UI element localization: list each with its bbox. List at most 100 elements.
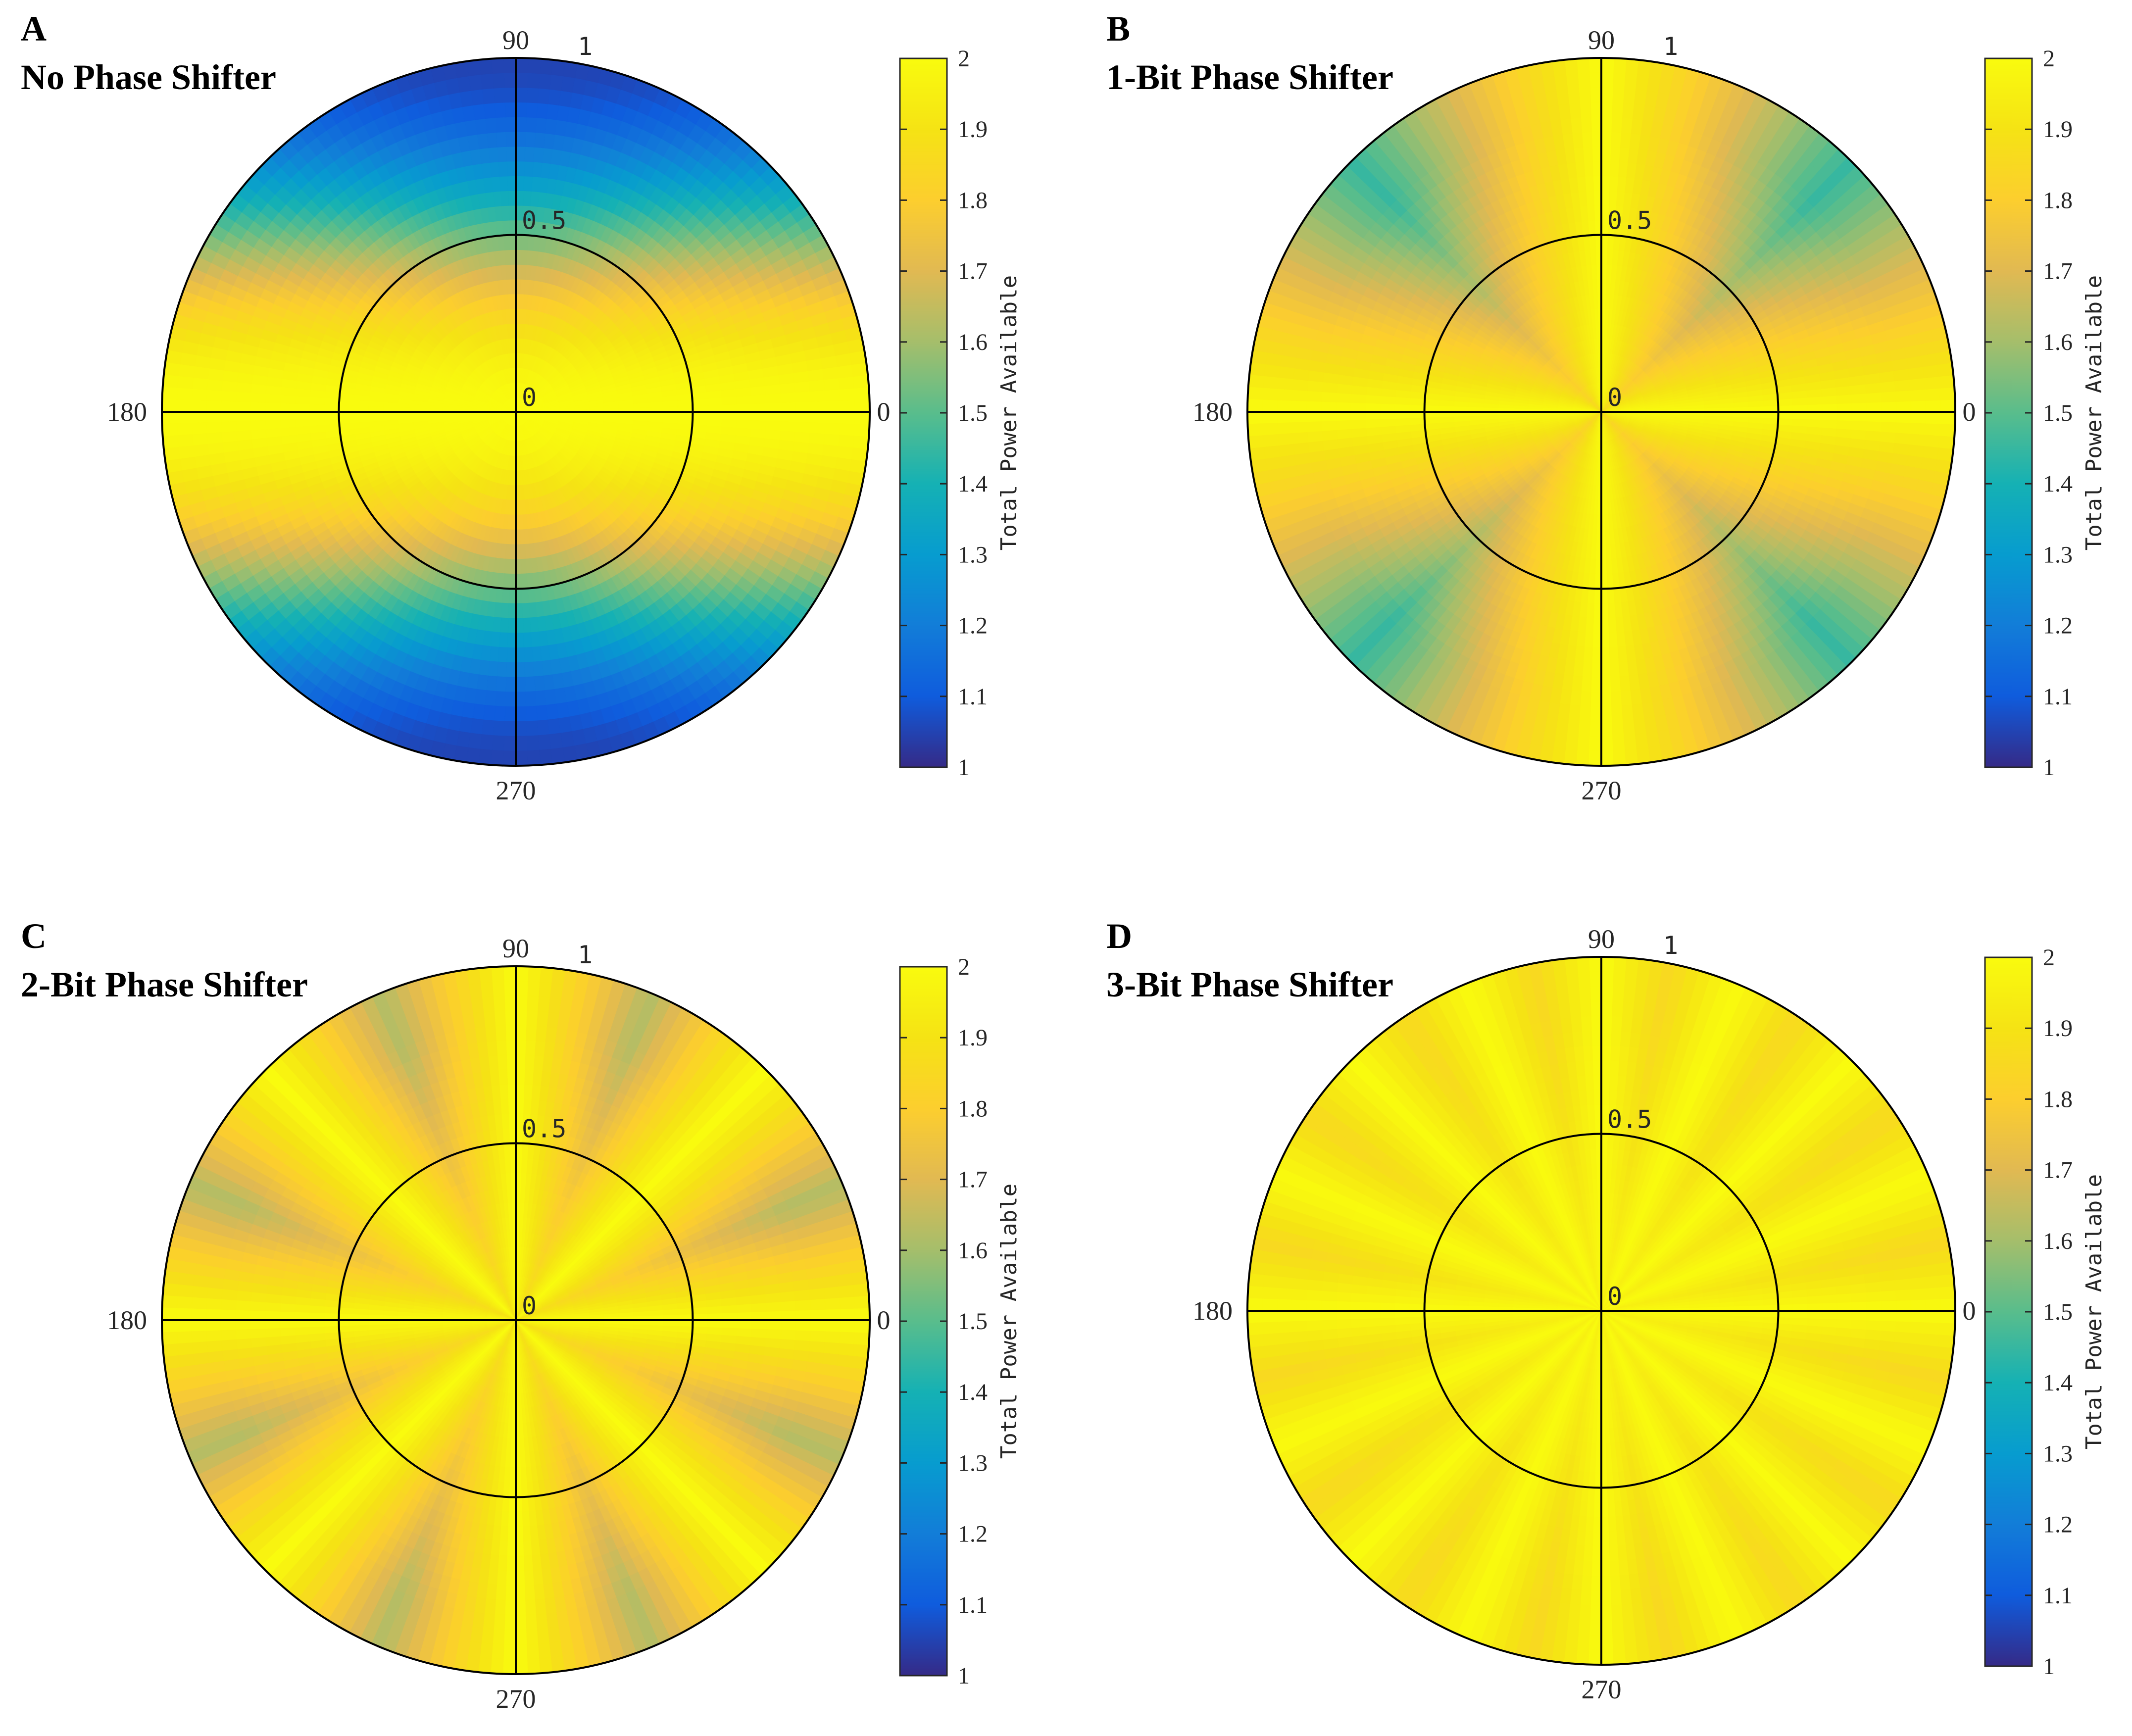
chart-panel-b: 09018027000.51B1-Bit Phase Shifter11.11.… xyxy=(1106,9,2107,805)
heat-cell xyxy=(721,426,737,435)
heat-cell xyxy=(824,378,840,391)
heat-cell xyxy=(492,73,504,88)
heat-cell xyxy=(516,647,525,662)
heat-cell xyxy=(546,104,559,120)
heat-cell xyxy=(854,387,870,400)
heat-cell xyxy=(192,400,206,412)
heat-cell xyxy=(523,191,532,206)
heat-cell xyxy=(840,412,855,424)
heat-cell xyxy=(528,750,541,766)
colorbar-tick-2: 2 xyxy=(958,46,970,72)
heat-cell xyxy=(781,421,796,432)
heat-cell xyxy=(467,60,481,76)
heat-cell xyxy=(539,735,551,750)
heat-cell xyxy=(508,205,516,220)
heat-cell xyxy=(206,422,222,434)
heat-cell xyxy=(508,191,516,205)
heat-cell xyxy=(488,661,498,677)
heat-cell xyxy=(471,719,484,735)
heat-cell xyxy=(251,384,266,395)
heat-cell xyxy=(737,412,752,420)
heat-cell xyxy=(221,412,236,422)
heat-cell xyxy=(536,118,547,134)
heat-cell xyxy=(837,446,853,459)
heat-cell xyxy=(853,375,869,388)
heat-cell xyxy=(467,748,481,764)
panel-title: No Phase Shifter xyxy=(21,57,276,97)
heat-cell xyxy=(505,117,516,132)
heat-cell xyxy=(825,412,840,423)
heat-cell xyxy=(493,721,505,736)
heat-cell xyxy=(751,412,766,421)
heat-cell xyxy=(495,692,506,707)
heat-cell xyxy=(509,220,516,235)
heat-cell xyxy=(207,380,223,392)
heat-cell xyxy=(509,589,516,603)
heat-cell xyxy=(499,176,508,192)
heat-cell xyxy=(516,132,526,147)
heat-cell xyxy=(162,412,177,424)
heat-cell xyxy=(531,177,541,192)
heat-cell xyxy=(780,383,795,394)
heat-cell xyxy=(523,618,532,633)
heat-cell xyxy=(192,434,208,446)
heat-cell xyxy=(505,102,516,117)
heat-cell xyxy=(236,421,251,432)
heat-cell xyxy=(497,662,507,677)
heat-cell xyxy=(648,416,663,422)
colorbar-tick-1.5: 1.5 xyxy=(958,400,988,426)
heat-cell xyxy=(516,147,525,161)
heat-cell xyxy=(825,400,840,412)
heat-cell xyxy=(516,707,527,722)
heat-cell xyxy=(192,389,207,401)
heat-cell xyxy=(504,736,516,751)
heat-cell xyxy=(722,404,737,412)
heat-cell xyxy=(163,436,179,449)
heat-cell xyxy=(540,59,553,75)
heat-cell xyxy=(852,363,868,377)
heat-cell xyxy=(508,618,516,633)
heat-cell xyxy=(499,633,508,648)
heat-cell xyxy=(824,434,840,446)
heat-cell xyxy=(192,378,208,391)
heat-cell xyxy=(507,176,516,191)
heat-cell xyxy=(192,423,207,435)
heat-cell xyxy=(852,447,868,461)
heat-cell xyxy=(796,412,811,422)
heat-cell xyxy=(295,397,310,405)
heat-cell xyxy=(504,73,516,88)
theta-tick-90: 90 xyxy=(502,25,529,55)
heat-cell xyxy=(516,117,526,132)
heat-cell xyxy=(751,420,767,430)
heat-cell xyxy=(524,647,534,663)
heat-cell xyxy=(506,662,516,677)
heat-cell xyxy=(505,707,516,722)
heat-cell xyxy=(722,412,737,420)
heat-cell xyxy=(693,412,707,419)
heat-cell xyxy=(179,365,195,378)
heat-cell xyxy=(180,353,197,367)
heat-cell xyxy=(500,618,509,633)
heat-cell xyxy=(840,388,855,400)
heat-cell xyxy=(706,425,722,434)
heat-cell xyxy=(502,589,510,604)
colorbar-tick-1: 1 xyxy=(958,754,970,781)
heat-cell xyxy=(309,412,324,419)
heat-cell xyxy=(162,387,177,400)
heat-cell xyxy=(503,58,516,73)
heat-cell xyxy=(479,749,492,765)
heat-cell xyxy=(527,721,539,736)
heat-cell xyxy=(855,412,870,424)
heat-cell xyxy=(504,559,511,574)
theta-tick-180: 180 xyxy=(107,397,147,427)
heat-cell xyxy=(492,736,504,751)
heat-cell xyxy=(222,371,238,383)
heat-cell xyxy=(250,421,266,431)
heat-cell xyxy=(206,401,221,412)
heat-cell xyxy=(810,422,825,434)
heat-cell xyxy=(516,618,524,633)
heat-cell xyxy=(707,419,722,427)
heat-cell xyxy=(530,191,539,206)
heat-cell xyxy=(707,404,722,412)
heat-cell xyxy=(663,417,678,423)
